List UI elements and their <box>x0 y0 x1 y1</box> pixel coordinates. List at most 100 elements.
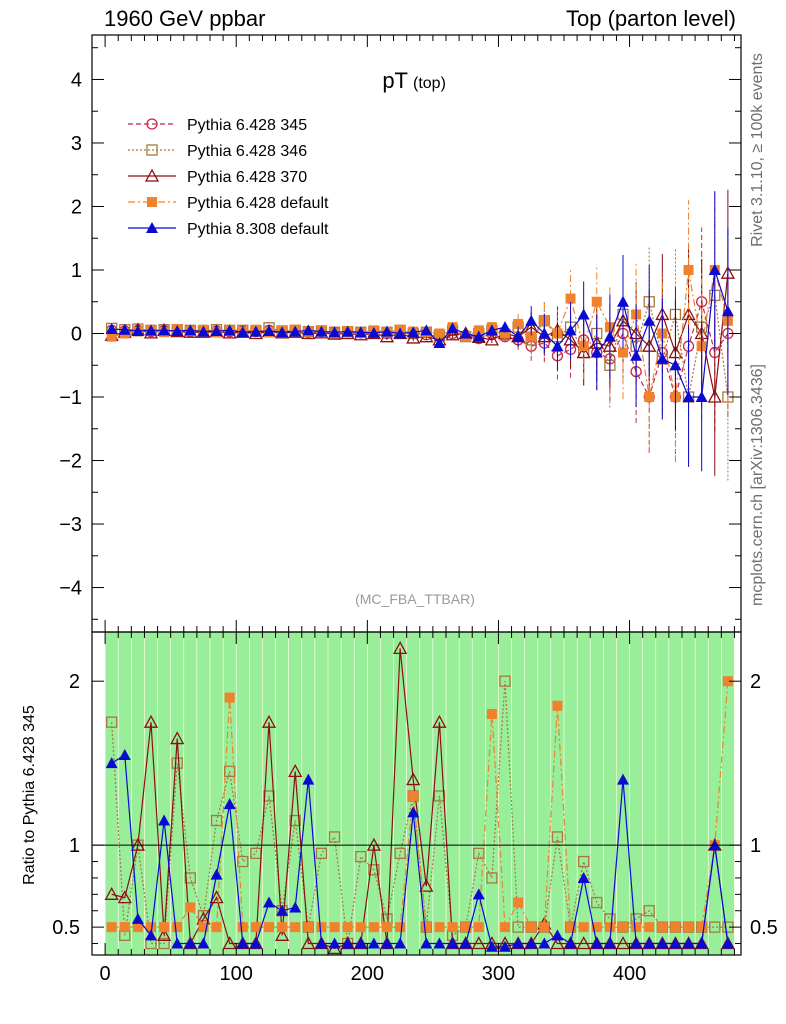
data-point <box>446 322 459 334</box>
ratio-band-green <box>695 632 708 955</box>
data-point <box>472 330 485 342</box>
ratio-point <box>630 937 643 949</box>
ratio-point <box>184 937 197 949</box>
ratio-point <box>550 936 565 950</box>
y-tick-label: 1 <box>71 260 82 282</box>
ratio-tick-label: 1 <box>750 835 761 857</box>
main-series-layer <box>104 189 735 481</box>
ratio-point <box>618 922 628 933</box>
ratio-point <box>290 922 301 933</box>
ratio-point <box>276 904 289 916</box>
data-point <box>407 326 420 338</box>
ratio-point <box>576 936 591 950</box>
ratio-band-green <box>524 632 538 955</box>
ratio-point <box>696 922 707 933</box>
ratio-point <box>303 922 314 933</box>
ratio-point <box>210 814 223 827</box>
ratio-point <box>367 937 380 949</box>
x-tick-label: 200 <box>351 963 384 985</box>
ratio-point <box>657 922 668 933</box>
data-point <box>145 324 157 336</box>
data-point <box>105 323 118 335</box>
tick-labels-layer: 0 100 200 300 400 −4 −3 −2 −1 0 1 2 3 4 0.5 0.5 1 1 2 2 <box>52 69 778 985</box>
ratio-band-green <box>302 632 315 955</box>
data-point <box>683 264 694 275</box>
ratio-point <box>159 922 170 933</box>
ratio-point <box>315 847 328 859</box>
data-point <box>707 389 722 403</box>
ratio-point <box>538 937 551 949</box>
legend-marker <box>146 144 158 156</box>
axes-layer <box>91 34 742 956</box>
y-tick-label: −3 <box>59 514 82 536</box>
ratio-point <box>316 922 327 933</box>
ratio-point <box>526 922 537 933</box>
ratio-point <box>472 888 485 900</box>
y-tick-label: 2 <box>71 196 82 218</box>
watermark: (MC_FBA_TTBAR) <box>355 591 475 607</box>
ratio-band-green <box>708 632 722 955</box>
ratio-point <box>211 922 222 933</box>
ratio-point <box>184 872 196 884</box>
ratio-point <box>289 901 302 913</box>
data-point <box>590 346 603 358</box>
ratio-point <box>145 929 157 941</box>
ratio-point <box>209 890 224 904</box>
ratio-tick-label: 1 <box>69 835 80 857</box>
ratio-band-green <box>184 632 197 955</box>
ratio-frame <box>91 631 742 956</box>
ratio-point <box>499 940 511 952</box>
data-point <box>158 324 171 336</box>
data-point <box>513 318 524 329</box>
ratio-point <box>301 936 316 950</box>
series-line <box>111 269 729 398</box>
ratio-line <box>111 648 729 950</box>
ratio-point <box>394 847 406 859</box>
ratio-point <box>249 937 262 949</box>
ratio-point <box>447 922 458 933</box>
data-point <box>618 347 628 358</box>
ratio-point <box>500 922 510 933</box>
data-point <box>669 359 682 371</box>
ratio-point <box>577 871 590 883</box>
ratio-point <box>578 922 589 933</box>
data-point <box>197 325 210 337</box>
ratio-band-green <box>603 632 617 955</box>
data-point <box>551 340 564 352</box>
ratio-series-layer <box>104 641 735 955</box>
ratio-band-green <box>498 632 512 955</box>
ratio-band-green <box>577 632 590 955</box>
data-point <box>708 263 721 275</box>
ratio-point <box>224 692 235 703</box>
ratio-point <box>119 922 130 933</box>
ratio-point <box>721 937 734 949</box>
ratio-band-green <box>236 632 250 955</box>
legend-marker <box>146 118 158 130</box>
ratio-point <box>604 922 615 933</box>
y-tick-label: −2 <box>59 451 82 473</box>
ratio-point <box>197 937 210 949</box>
ratio-point <box>394 937 407 949</box>
data-point <box>445 327 460 341</box>
ratio-band-green <box>616 632 630 955</box>
legend-marker <box>146 222 158 233</box>
data-point <box>499 321 511 333</box>
ratio-point <box>355 922 366 933</box>
data-point <box>420 324 433 336</box>
ratio-point <box>499 675 511 687</box>
ratio-point <box>513 897 524 908</box>
ratio-point <box>682 937 695 949</box>
ratio-point <box>408 790 419 801</box>
data-point <box>276 326 289 338</box>
ratio-point <box>615 936 631 950</box>
ratio-point <box>512 921 524 933</box>
ratio-point <box>250 922 261 933</box>
ratio-band-green <box>420 632 433 955</box>
legend-marker <box>147 197 157 207</box>
data-point <box>394 327 407 339</box>
ratio-point <box>158 937 170 950</box>
ratio-point <box>722 676 733 687</box>
ratio-band-green <box>511 632 525 955</box>
ratio-point <box>473 847 485 859</box>
ratio-point <box>433 790 446 802</box>
